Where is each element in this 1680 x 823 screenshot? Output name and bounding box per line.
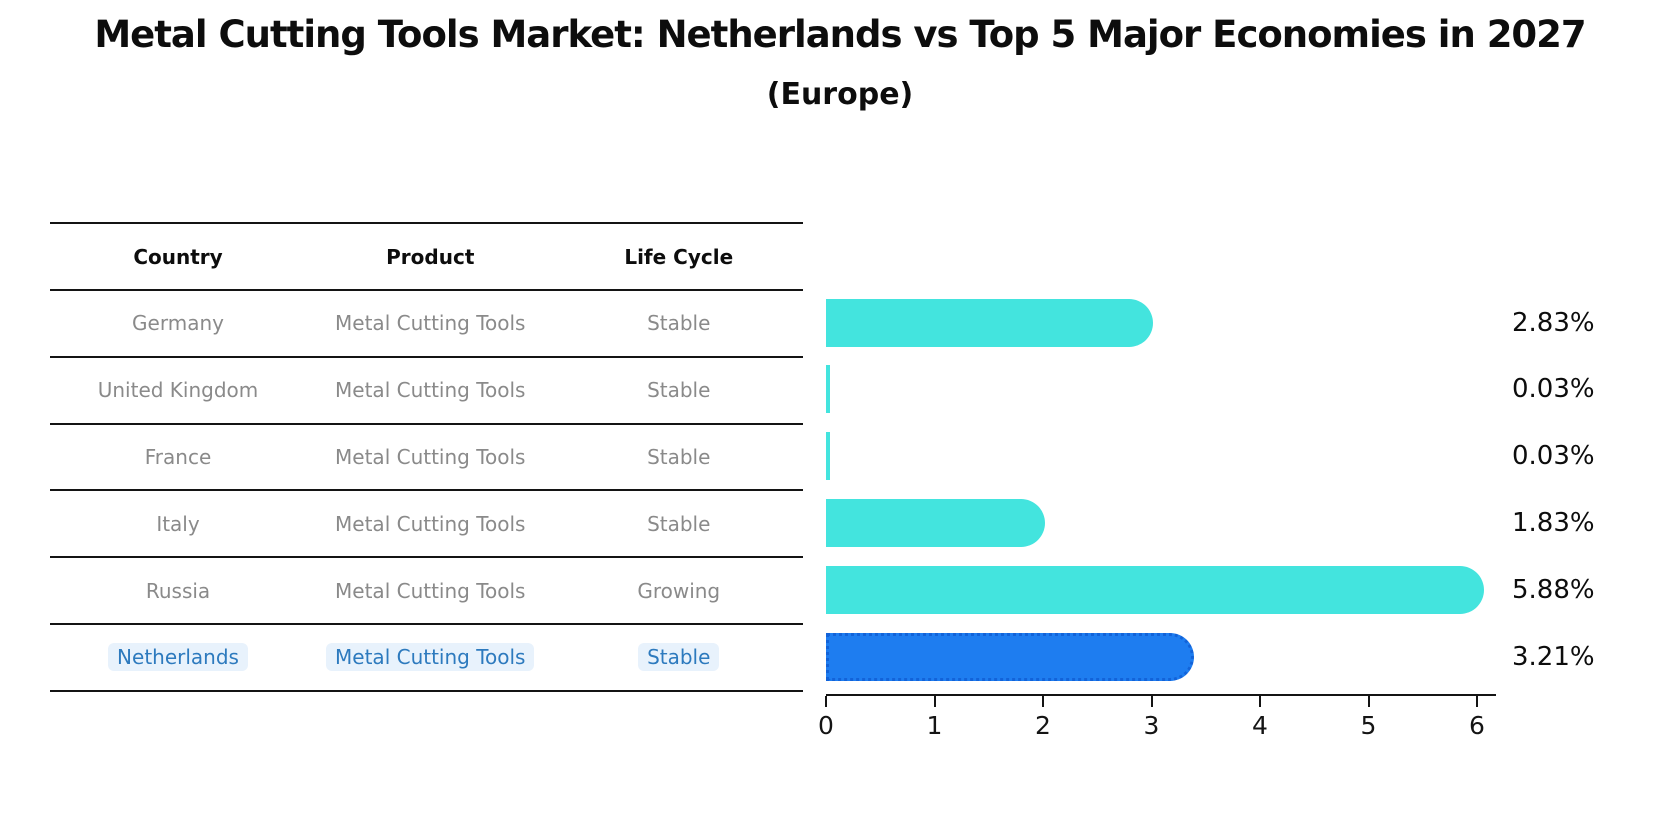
france-country-cell: France xyxy=(50,443,306,471)
russia-life_cycle-cell: Growing xyxy=(555,577,803,605)
table-row-france: France Metal Cutting Tools Stable xyxy=(50,425,803,492)
x-tick-5 xyxy=(1367,696,1370,707)
comparison-table: Country Product Life Cycle Germany Metal Cu… xyxy=(50,222,803,692)
bar-italy xyxy=(826,498,1045,547)
russia-life_cycle-value: Growing xyxy=(637,578,721,603)
x-tick-label-6: 6 xyxy=(1469,711,1485,740)
united-kingdom-life_cycle-value: Stable xyxy=(647,378,711,403)
netherlands-life_cycle-value: Stable xyxy=(638,643,720,672)
bar-united-kingdom xyxy=(826,365,830,414)
netherlands-life_cycle-cell: Stable xyxy=(555,643,803,672)
netherlands-country-value: Netherlands xyxy=(108,643,248,672)
italy-country-value: Italy xyxy=(156,511,200,536)
x-tick-label-2: 2 xyxy=(1035,711,1051,740)
netherlands-product-cell: Metal Cutting Tools xyxy=(306,643,554,672)
value-label-russia: 5.88% xyxy=(1512,574,1595,605)
table-row-netherlands: Netherlands Metal Cutting Tools Stable xyxy=(50,625,803,692)
netherlands-product-value: Metal Cutting Tools xyxy=(326,643,535,672)
value-label-france: 0.03% xyxy=(1512,441,1595,472)
france-life_cycle-cell: Stable xyxy=(555,443,803,471)
x-tick-6 xyxy=(1476,696,1478,707)
x-tick-4 xyxy=(1259,696,1261,707)
table-header-row: Country Product Life Cycle xyxy=(50,224,803,291)
france-country-value: France xyxy=(144,444,212,469)
table-body: Germany Metal Cutting Tools Stable United K… xyxy=(50,291,803,692)
column-header-product: Product xyxy=(386,244,475,269)
x-tick-label-3: 3 xyxy=(1143,711,1160,740)
x-tick-label-5: 5 xyxy=(1360,711,1377,740)
bar-germany xyxy=(826,298,1154,347)
italy-life_cycle-cell: Stable xyxy=(555,510,803,538)
united-kingdom-product-cell: Metal Cutting Tools xyxy=(306,376,554,404)
chart-title: Metal Cutting Tools Market: Netherlands … xyxy=(94,13,1586,56)
italy-country-cell: Italy xyxy=(50,510,306,538)
germany-life_cycle-value: Stable xyxy=(647,311,711,336)
x-tick-label-0: 0 xyxy=(818,711,834,740)
x-tick-0 xyxy=(825,696,827,707)
france-product-cell: Metal Cutting Tools xyxy=(306,443,554,471)
x-tick-1 xyxy=(933,696,936,707)
table-row-italy: Italy Metal Cutting Tools Stable xyxy=(50,491,803,559)
column-header-country: Country xyxy=(133,244,223,269)
italy-product-cell: Metal Cutting Tools xyxy=(306,510,554,538)
russia-product-value: Metal Cutting Tools xyxy=(335,578,526,603)
russia-product-cell: Metal Cutting Tools xyxy=(306,577,554,605)
germany-country-cell: Germany xyxy=(50,309,306,337)
russia-country-cell: Russia xyxy=(50,577,306,605)
italy-life_cycle-value: Stable xyxy=(647,511,711,536)
value-label-germany: 2.83% xyxy=(1512,307,1595,338)
chart-subtitle: (Europe) xyxy=(766,77,914,112)
germany-country-value: Germany xyxy=(132,311,224,336)
x-tick-3 xyxy=(1150,696,1153,707)
column-header-life-cycle: Life Cycle xyxy=(624,244,734,269)
united-kingdom-country-value: United Kingdom xyxy=(97,378,259,403)
x-tick-label-1: 1 xyxy=(926,711,943,740)
value-label-netherlands: 3.21% xyxy=(1512,641,1595,672)
x-axis-line xyxy=(826,694,1496,696)
united-kingdom-product-value: Metal Cutting Tools xyxy=(335,378,526,403)
france-product-value: Metal Cutting Tools xyxy=(335,444,526,469)
italy-product-value: Metal Cutting Tools xyxy=(335,511,526,536)
bar-netherlands xyxy=(826,632,1195,681)
table-row-russia: Russia Metal Cutting Tools Growing xyxy=(50,558,803,625)
bar-france xyxy=(826,432,830,481)
x-tick-2 xyxy=(1042,696,1044,707)
france-life_cycle-value: Stable xyxy=(647,444,711,469)
table-row-united-kingdom: United Kingdom Metal Cutting Tools Stable xyxy=(50,358,803,425)
germany-life_cycle-cell: Stable xyxy=(555,309,803,337)
russia-country-value: Russia xyxy=(145,578,211,603)
x-tick-label-4: 4 xyxy=(1252,711,1268,740)
table-row-germany: Germany Metal Cutting Tools Stable xyxy=(50,291,803,358)
value-label-italy: 1.83% xyxy=(1512,507,1595,538)
germany-product-value: Metal Cutting Tools xyxy=(335,311,526,336)
united-kingdom-country-cell: United Kingdom xyxy=(50,376,306,404)
bar-russia xyxy=(826,565,1484,614)
netherlands-country-cell: Netherlands xyxy=(50,643,306,672)
germany-product-cell: Metal Cutting Tools xyxy=(306,309,554,337)
united-kingdom-life_cycle-cell: Stable xyxy=(555,376,803,404)
value-label-united-kingdom: 0.03% xyxy=(1512,374,1595,405)
